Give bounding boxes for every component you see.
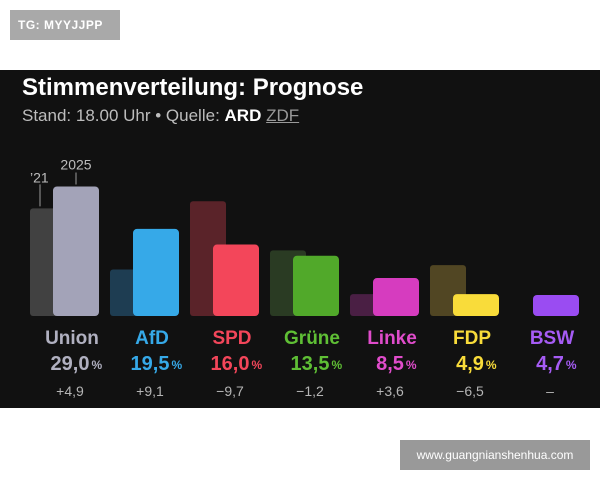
source-ard: ARD — [224, 106, 262, 125]
year-label-2021: ’21 — [30, 169, 49, 185]
value-label: 4,7 — [536, 353, 564, 375]
change-label: +4,9 — [56, 383, 84, 399]
value-label: 4,9 — [456, 353, 484, 375]
value-label: 16,0 — [211, 353, 250, 375]
bar-2025-linke — [373, 278, 419, 316]
chart-title: Stimmenverteilung: Prognose — [22, 74, 364, 101]
category-label: BSW — [530, 328, 574, 349]
year-label-2025: 2025 — [60, 156, 91, 172]
category-label: Union — [45, 328, 99, 349]
percent-sign: % — [171, 358, 182, 372]
bar-2025-spd — [213, 244, 259, 316]
value-label: 8,5 — [376, 353, 404, 375]
bar-chart: Union 29,0 % +4,9 AfD 19,5 % +9,1 SPD 16,0 % −9,7 Gr… — [30, 156, 579, 399]
percent-sign: % — [251, 358, 262, 372]
subtitle-prefix: Stand: 18.00 Uhr • Quelle: — [22, 106, 220, 125]
percent-sign: % — [486, 358, 497, 372]
bar-2025-union — [53, 186, 99, 316]
change-label: −1,2 — [296, 383, 324, 399]
category-label: AfD — [135, 328, 169, 349]
change-label: – — [546, 383, 554, 399]
watermark: www.guangnianshenhua.com — [400, 440, 590, 470]
category-label: Grüne — [284, 328, 340, 349]
percent-sign: % — [91, 358, 102, 372]
percent-sign: % — [406, 358, 417, 372]
percent-sign: % — [566, 358, 577, 372]
bar-2025-afd — [133, 228, 179, 316]
change-label: −9,7 — [216, 383, 244, 399]
bar-2025-fdp — [453, 294, 499, 316]
value-label: 13,5 — [291, 353, 330, 375]
category-label: FDP — [453, 328, 491, 349]
percent-sign: % — [331, 358, 342, 372]
header-tag: TG: MYYJJPP — [10, 10, 120, 40]
value-label: 29,0 — [51, 353, 90, 375]
chart-subtitle: Stand: 18.00 Uhr • Quelle: ARD ZDF — [22, 106, 299, 126]
change-label: +3,6 — [376, 383, 404, 399]
bar-2025-grüne — [293, 255, 339, 316]
category-label: SPD — [212, 328, 251, 349]
change-label: −6,5 — [456, 383, 484, 399]
chart-panel: Stimmenverteilung: Prognose Stand: 18.00… — [0, 70, 600, 408]
value-label: 19,5 — [131, 353, 170, 375]
change-label: +9,1 — [136, 383, 164, 399]
source-zdf-link[interactable]: ZDF — [266, 106, 300, 125]
category-label: Linke — [367, 328, 417, 349]
bar-2025-bsw — [533, 295, 579, 316]
